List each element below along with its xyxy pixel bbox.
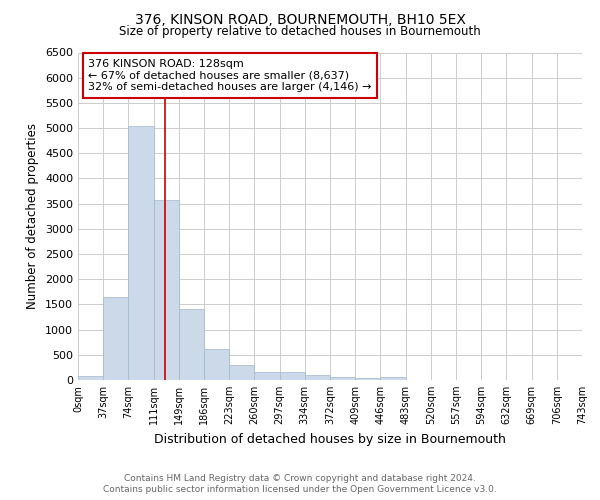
Text: Contains HM Land Registry data © Crown copyright and database right 2024.
Contai: Contains HM Land Registry data © Crown c… bbox=[103, 474, 497, 494]
Bar bbox=[154, 200, 179, 380]
Bar bbox=[280, 372, 305, 380]
Bar bbox=[78, 376, 103, 380]
Bar bbox=[380, 377, 406, 380]
Bar bbox=[229, 365, 254, 380]
Bar bbox=[179, 310, 204, 380]
Bar bbox=[330, 377, 355, 380]
Bar bbox=[128, 126, 154, 380]
Text: Size of property relative to detached houses in Bournemouth: Size of property relative to detached ho… bbox=[119, 25, 481, 38]
X-axis label: Distribution of detached houses by size in Bournemouth: Distribution of detached houses by size … bbox=[154, 432, 506, 446]
Bar bbox=[204, 350, 229, 380]
Text: 376, KINSON ROAD, BOURNEMOUTH, BH10 5EX: 376, KINSON ROAD, BOURNEMOUTH, BH10 5EX bbox=[134, 12, 466, 26]
Bar bbox=[305, 375, 330, 380]
Bar bbox=[103, 297, 128, 380]
Bar bbox=[355, 378, 380, 380]
Bar bbox=[254, 372, 280, 380]
Text: 376 KINSON ROAD: 128sqm
← 67% of detached houses are smaller (8,637)
32% of semi: 376 KINSON ROAD: 128sqm ← 67% of detache… bbox=[88, 59, 371, 92]
Y-axis label: Number of detached properties: Number of detached properties bbox=[26, 123, 40, 309]
